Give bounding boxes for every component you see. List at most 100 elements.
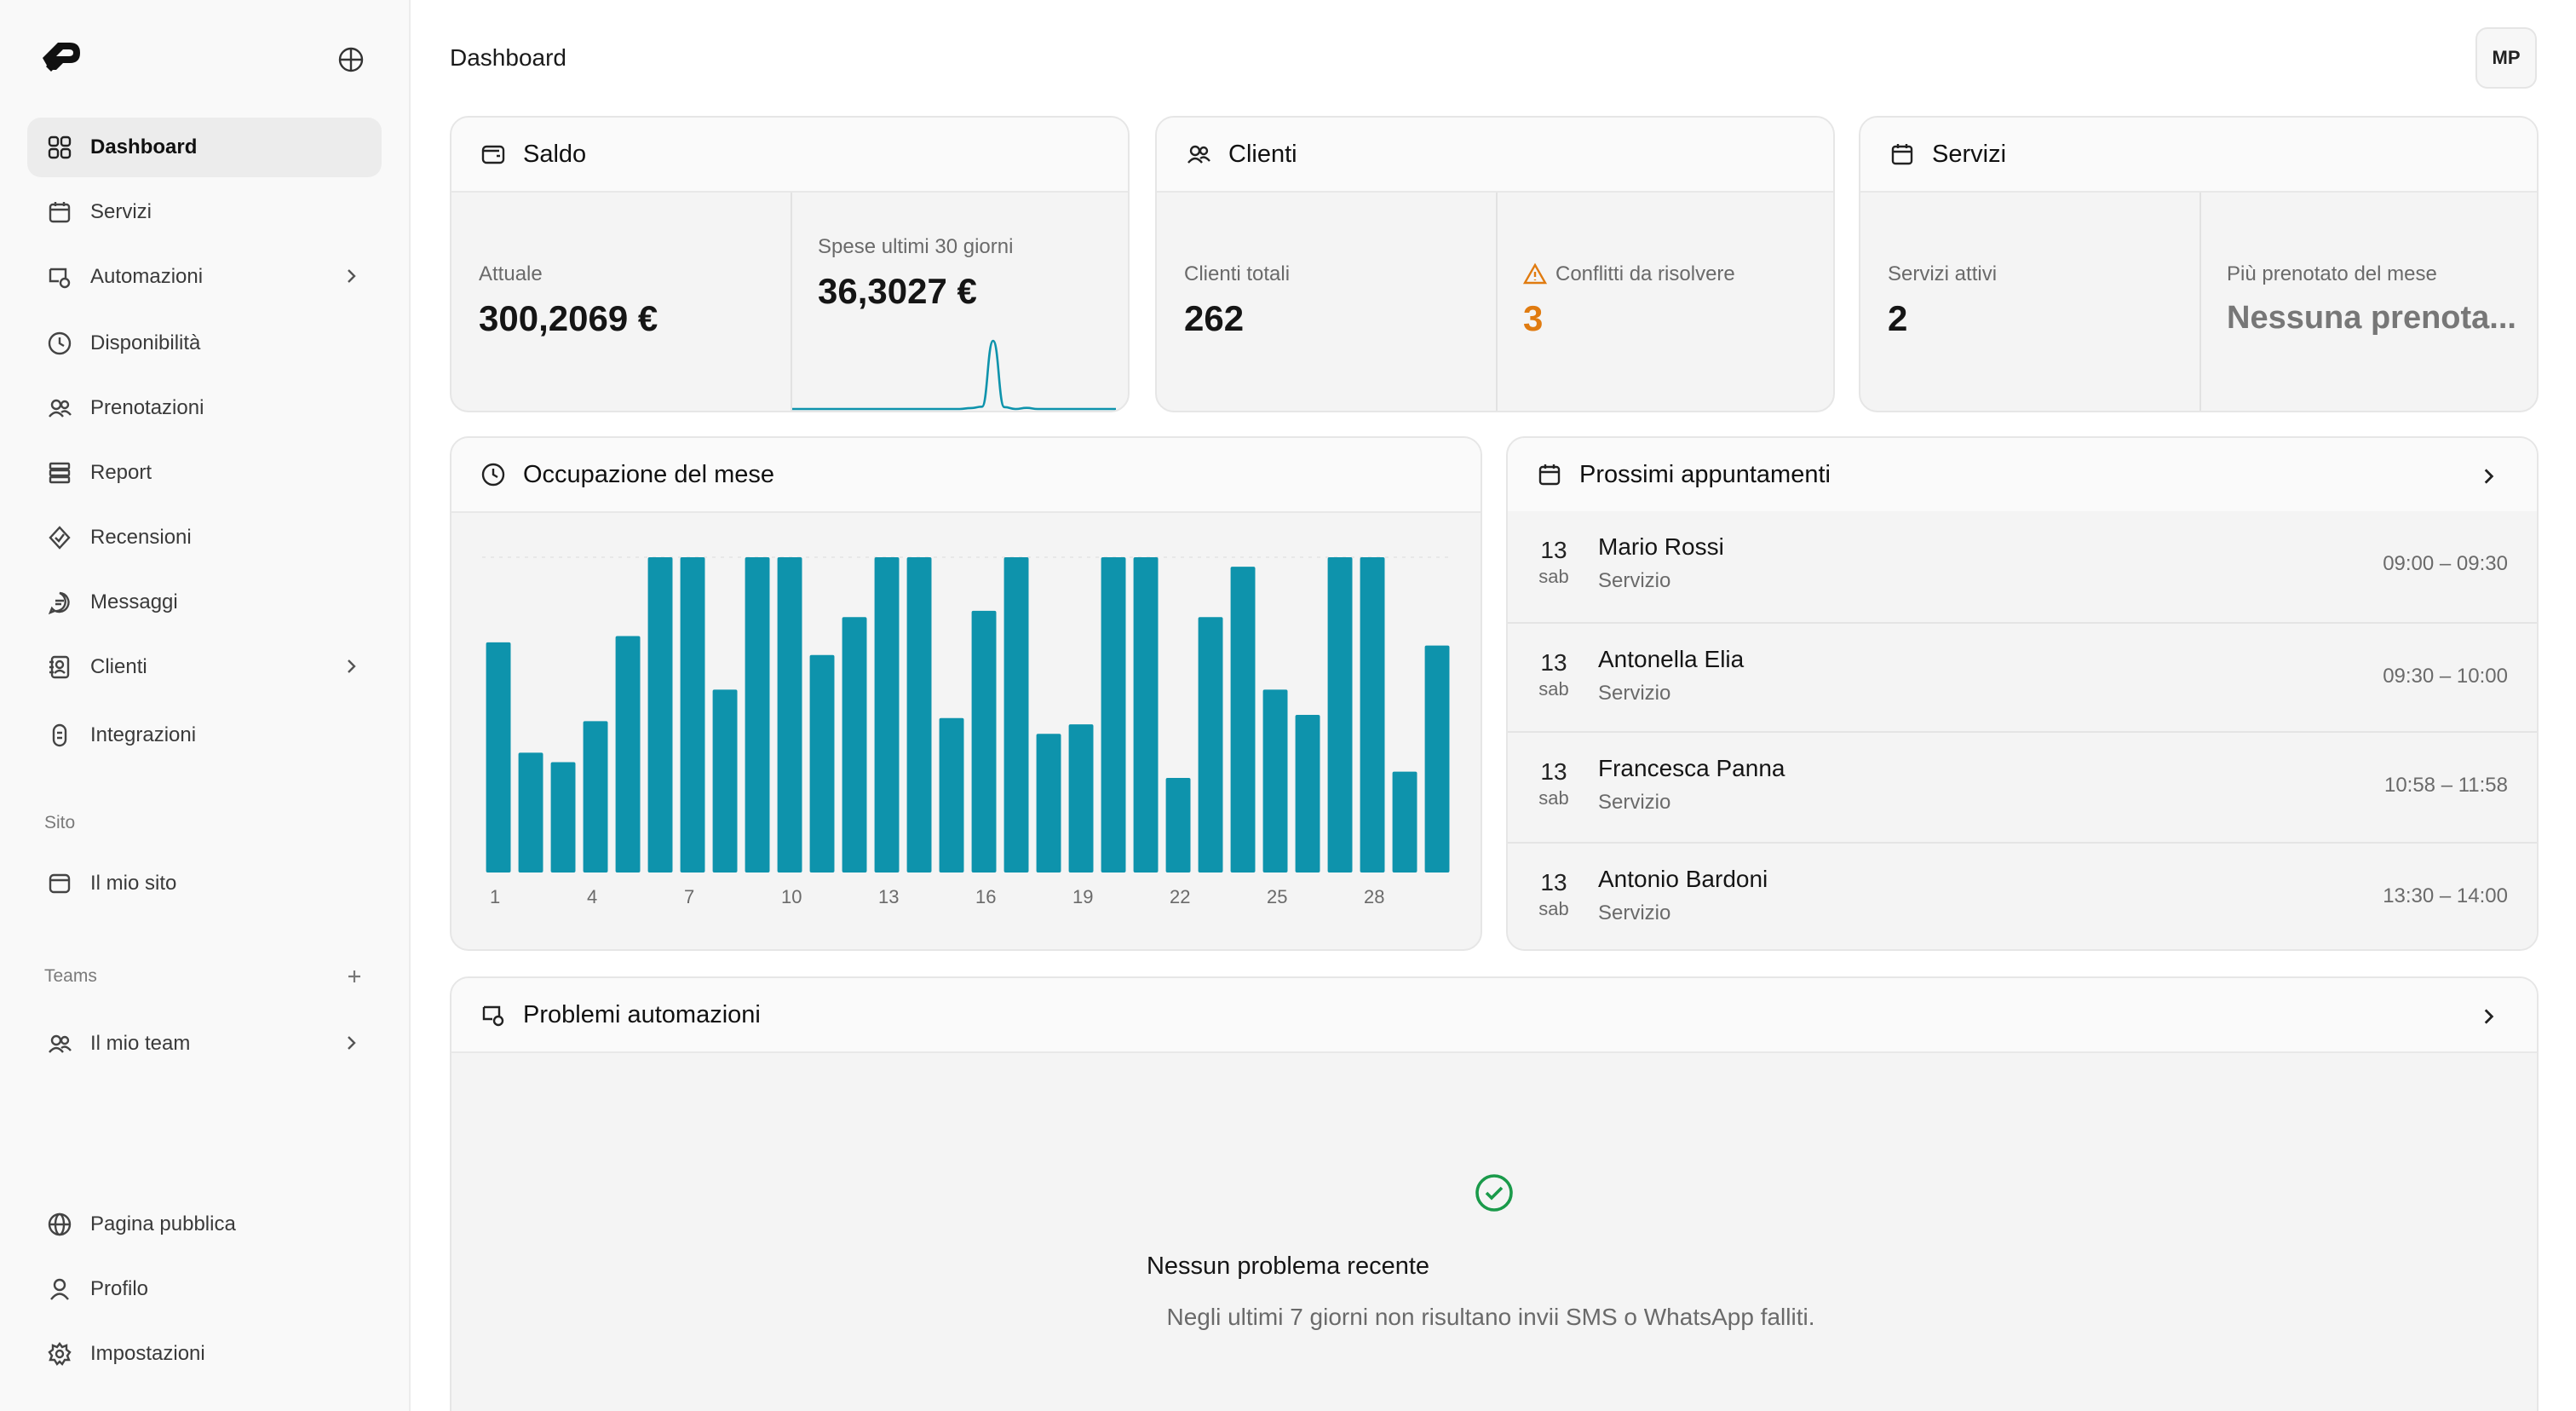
appointment-row[interactable]: 13 sab Francesca Panna Servizio 10:58 – … <box>1508 731 2537 840</box>
bar[interactable] <box>842 617 867 873</box>
appointment-time: 13:30 – 14:00 <box>2383 884 2508 907</box>
bar[interactable] <box>906 557 932 873</box>
bar[interactable] <box>1230 567 1256 873</box>
layout-toggle-icon[interactable] <box>334 43 368 77</box>
bar[interactable] <box>939 717 964 873</box>
sidebar-item-label: Automazioni <box>90 265 204 288</box>
saldo-card: Saldo Attuale 300,2069 € Spese ultimi 30… <box>450 116 1130 412</box>
servizi-card: Servizi Servizi attivi 2 Più prenotato d… <box>1859 116 2539 412</box>
sidebar-item-impostazioni[interactable]: Impostazioni <box>27 1324 382 1384</box>
sidebar-item-label: Integrazioni <box>90 723 197 746</box>
appointment-service: Servizio <box>1598 569 1671 592</box>
bar[interactable] <box>1165 778 1191 873</box>
bar[interactable] <box>1101 557 1126 873</box>
stat-value: 300,2069 € <box>479 298 658 338</box>
sidebar-item-pagina-pubblica[interactable]: Pagina pubblica <box>27 1195 382 1254</box>
sidebar-item-clienti[interactable]: Clienti <box>27 637 382 697</box>
bar[interactable] <box>486 642 511 873</box>
bar[interactable] <box>518 752 543 873</box>
bar[interactable] <box>809 654 835 873</box>
bar[interactable] <box>971 610 997 873</box>
bar[interactable] <box>647 557 673 873</box>
clock-icon <box>44 328 75 359</box>
bar[interactable] <box>615 636 641 873</box>
chevron-right-icon[interactable] <box>2477 465 2499 487</box>
sidebar-item-il-mio-team[interactable]: Il mio team <box>27 1014 382 1074</box>
bar[interactable] <box>777 557 802 873</box>
add-team-icon[interactable] <box>344 966 365 987</box>
warning-icon <box>1523 262 1547 285</box>
sidebar-item-label: Disponibilità <box>90 331 201 354</box>
appointment-weekday: sab <box>1538 566 1569 587</box>
bar[interactable] <box>680 557 705 873</box>
bar[interactable] <box>1068 724 1094 873</box>
bar[interactable] <box>550 762 576 873</box>
sidebar-item-profilo[interactable]: Profilo <box>27 1259 382 1319</box>
appointment-time: 10:58 – 11:58 <box>2383 774 2508 797</box>
clock-icon <box>479 460 508 489</box>
card-header[interactable]: Problemi automazioni <box>451 978 2537 1053</box>
x-tick-label: 25 <box>1267 886 1287 907</box>
bar[interactable] <box>583 721 608 873</box>
divider <box>1496 193 1498 411</box>
bar[interactable] <box>1036 734 1061 873</box>
bar[interactable] <box>1133 557 1159 873</box>
sidebar-item-servizi[interactable]: Servizi <box>27 182 382 242</box>
bar[interactable] <box>1424 645 1450 873</box>
gear-icon <box>44 1339 75 1369</box>
sidebar-item-label: Report <box>90 461 152 484</box>
appointment-day: 13 <box>1540 758 1567 785</box>
bar[interactable] <box>1295 715 1320 873</box>
bar[interactable] <box>1360 557 1385 873</box>
appointment-row[interactable]: 13 sab Mario Rossi Servizio 09:00 – 09:3… <box>1508 511 2537 620</box>
bar[interactable] <box>745 557 770 873</box>
bar[interactable] <box>1392 771 1417 873</box>
site-icon <box>44 868 75 899</box>
stat-label: Più prenotato del mese <box>2227 262 2437 285</box>
section-label-teams: Teams <box>44 966 97 986</box>
x-tick-label: 7 <box>684 886 694 907</box>
bar[interactable] <box>1198 617 1223 873</box>
card-title: Occupazione del mese <box>523 460 774 488</box>
chevron-right-icon <box>348 659 356 673</box>
sidebar-item-il-mio-sito[interactable]: Il mio sito <box>27 854 382 913</box>
card-title: Saldo <box>523 140 587 168</box>
sidebar-item-automazioni[interactable]: Automazioni <box>27 247 382 307</box>
card-title: Servizi <box>1932 140 2007 168</box>
sidebar-item-dashboard[interactable]: Dashboard <box>27 118 382 177</box>
sidebar-item-disponibilita[interactable]: Disponibilità <box>27 314 382 373</box>
clienti-card: Clienti Clienti totali 262 Conflitti da … <box>1155 116 1835 412</box>
globe-icon <box>44 1209 75 1240</box>
chevron-right-icon[interactable] <box>2477 1005 2499 1028</box>
appointment-weekday: sab <box>1538 898 1569 919</box>
divider <box>791 193 792 411</box>
appointment-client: Mario Rossi <box>1598 533 1724 560</box>
stat-label: Servizi attivi <box>1888 262 1998 285</box>
avatar[interactable]: MP <box>2475 27 2537 89</box>
sidebar-item-report[interactable]: Report <box>27 443 382 503</box>
sidebar-item-label: Recensioni <box>90 526 192 549</box>
appointment-row[interactable]: 13 sab Antonella Elia Servizio 09:30 – 1… <box>1508 622 2537 731</box>
sidebar-item-label: Il mio sito <box>90 872 177 895</box>
appointment-row[interactable]: 13 sab Antonio Bardoni Servizio 13:30 – … <box>1508 842 2537 949</box>
bar[interactable] <box>1262 689 1288 873</box>
appointment-service: Servizio <box>1598 682 1671 705</box>
link-icon <box>44 720 75 751</box>
sidebar-item-messaggi[interactable]: Messaggi <box>27 573 382 632</box>
appointment-time: 09:00 – 09:30 <box>2383 552 2508 575</box>
contacts-icon <box>44 652 75 682</box>
card-header[interactable]: Prossimi appuntamenti <box>1508 438 2537 513</box>
bar[interactable] <box>1327 557 1353 873</box>
sidebar-item-integrazioni[interactable]: Integrazioni <box>27 706 382 765</box>
bar[interactable] <box>712 689 738 873</box>
card-header: Saldo <box>451 118 1128 193</box>
sidebar-item-prenotazioni[interactable]: Prenotazioni <box>27 378 382 438</box>
sidebar-item-recensioni[interactable]: Recensioni <box>27 508 382 567</box>
bar[interactable] <box>1003 557 1029 873</box>
stat-label: Conflitti da risolvere <box>1555 262 1735 285</box>
appointment-client: Antonio Bardoni <box>1598 866 1768 892</box>
stat-value: 36,3027 € <box>818 271 977 311</box>
bar[interactable] <box>874 557 900 873</box>
calendar-icon <box>44 197 75 227</box>
